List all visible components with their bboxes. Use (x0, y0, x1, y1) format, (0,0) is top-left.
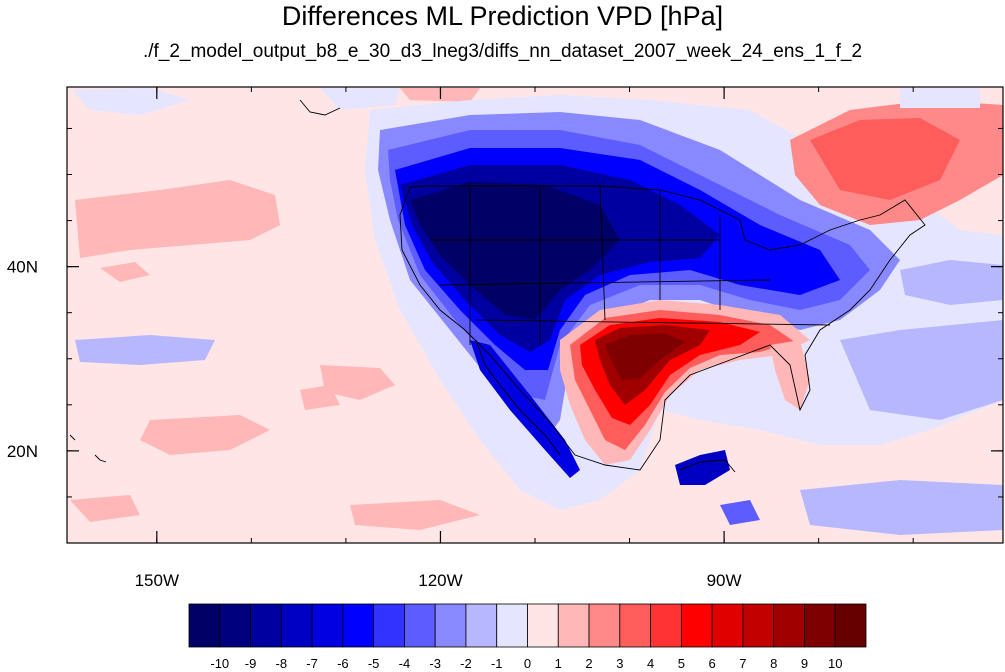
colorbar-swatch (342, 603, 375, 648)
arctic-negative-anomaly (900, 88, 980, 108)
colorbar-swatch (804, 603, 836, 648)
pacific-positive-anomaly (320, 365, 395, 400)
colorbar-swatch (680, 603, 713, 648)
colorbar-swatch (373, 603, 405, 648)
colorbar-label: 6 (709, 656, 716, 671)
lon-tick-label: 150W (135, 571, 179, 590)
caribbean-negative-anomaly (675, 450, 730, 485)
colorbar-label: -1 (491, 656, 503, 671)
colorbar-label: 1 (555, 656, 562, 671)
colorbar-swatch (834, 603, 867, 648)
colorbar-swatch (588, 603, 621, 648)
colorbar-label: -2 (460, 656, 472, 671)
colorbar-label: -7 (306, 656, 318, 671)
colorbar-label: 10 (828, 656, 842, 671)
colorbar-label: -10 (210, 656, 229, 671)
colorbar-swatch (250, 603, 282, 648)
colorbar-label: -8 (276, 656, 288, 671)
colorbar-label: 7 (739, 656, 746, 671)
atlantic-negative-anomaly (840, 320, 1003, 420)
pacific-negative-anomaly (75, 335, 215, 365)
colorbar-swatch (773, 603, 805, 648)
continental-strong-negative-anomaly (410, 182, 620, 320)
colorbar-label: 8 (770, 656, 777, 671)
colorbar-swatch (188, 603, 221, 648)
pacific-positive-anomaly (75, 180, 280, 258)
caribbean-negative-anomaly (720, 500, 760, 525)
colorbar-swatch (280, 603, 313, 648)
northeast-positive-anomaly (810, 118, 960, 200)
colorbar-label: -6 (337, 656, 349, 671)
colorbar-label: 2 (585, 656, 592, 671)
colorbar: -10 -9 -8 -7 -6 -5 -4 -3 -2 -1 0 1 2 3 4 5 6 7 8 9 10 (188, 603, 867, 671)
colorbar-label: 9 (801, 656, 808, 671)
atlantic-negative-anomaly (900, 260, 1003, 305)
florida-positive-anomaly (770, 340, 810, 410)
chart-subtitle: ./f_2_model_output_b8_e_30_d3_lneg3/diff… (142, 41, 863, 62)
colorbar-swatch (404, 603, 436, 648)
colorbar-swatch (527, 603, 559, 648)
colorbar-swatch (465, 603, 498, 648)
colorbar-label: -3 (429, 656, 441, 671)
pacific-negative-anomaly (72, 88, 190, 115)
coastlines (69, 99, 926, 473)
lon-tick-label: 90W (707, 571, 742, 590)
map-plot-area (67, 87, 1003, 543)
colorbar-swatch (434, 603, 467, 648)
colorbar-label: -4 (399, 656, 411, 671)
lat-tick-label: 20N (7, 442, 38, 461)
lon-tick-label: 120W (418, 571, 462, 590)
atlantic-negative-anomaly (800, 480, 1003, 535)
colorbar-swatch (219, 603, 251, 648)
pacific-positive-anomaly (300, 385, 340, 410)
colorbar-swatch (311, 603, 344, 648)
colorbar-swatch (557, 603, 590, 648)
coast-negative-anomaly (470, 340, 580, 478)
lat-tick-label: 40N (7, 258, 38, 277)
colorbar-swatch (650, 603, 682, 648)
colorbar-swatch (711, 603, 744, 648)
colorbar-label: -9 (245, 656, 257, 671)
colorbar-swatch (619, 603, 651, 648)
colorbar-label: 3 (616, 656, 623, 671)
colorbar-label: -5 (368, 656, 380, 671)
colorbar-label: 5 (678, 656, 685, 671)
colorbar-label: 4 (647, 656, 654, 671)
pacific-positive-anomaly (100, 262, 150, 282)
colorbar-swatch (742, 603, 775, 648)
pacific-positive-anomaly (70, 495, 140, 522)
colorbar-swatch (496, 603, 528, 648)
pacific-positive-anomaly (140, 415, 270, 455)
chart-title: Differences ML Prediction VPD [hPa] (281, 1, 724, 31)
axes: 150W 120W 90W 40N 20N (7, 87, 1003, 590)
pacific-negative-anomaly (320, 88, 400, 110)
south-strong-positive-anomaly (605, 333, 685, 380)
colorbar-label: 0 (524, 656, 531, 671)
pacific-positive-anomaly (350, 500, 480, 530)
